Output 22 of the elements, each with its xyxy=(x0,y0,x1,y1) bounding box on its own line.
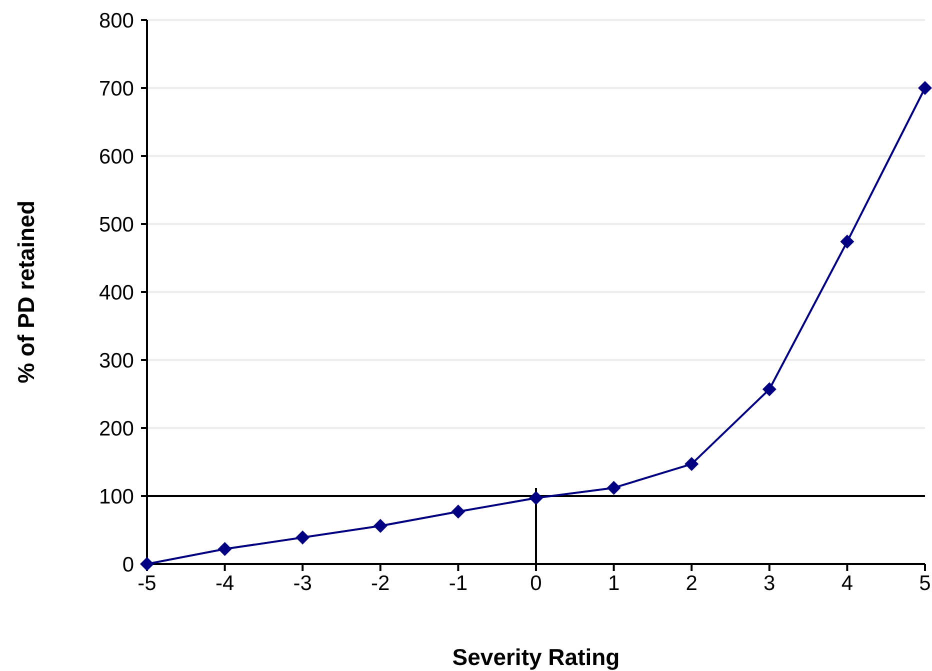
y-tick-label: 100 xyxy=(98,485,134,508)
y-tick-label: 200 xyxy=(98,417,134,440)
x-tick-label: 5 xyxy=(919,572,931,595)
x-tick-label: -1 xyxy=(448,572,468,595)
y-tick-label: 700 xyxy=(98,77,134,100)
x-tick-label: -4 xyxy=(215,572,234,595)
x-tick-label: -2 xyxy=(371,572,390,595)
y-tick-label: 300 xyxy=(98,349,134,372)
x-tick-label: 2 xyxy=(686,572,698,595)
x-tick-label: 4 xyxy=(841,572,854,595)
x-tick-label: 1 xyxy=(608,572,620,595)
y-tick-label: 500 xyxy=(98,213,134,236)
x-tick-label: 3 xyxy=(764,572,776,595)
x-tick-label: 0 xyxy=(530,572,542,595)
x-tick-label: -5 xyxy=(138,572,156,595)
y-tick-label: 400 xyxy=(98,281,134,304)
y-tick-label: 600 xyxy=(98,145,134,168)
x-axis-title: Severity Rating xyxy=(452,644,620,670)
y-tick-label: 800 xyxy=(98,9,134,32)
y-tick-label: 0 xyxy=(122,553,134,576)
x-tick-label: -3 xyxy=(293,572,312,595)
y-axis-title: % of PD retained xyxy=(13,200,39,384)
